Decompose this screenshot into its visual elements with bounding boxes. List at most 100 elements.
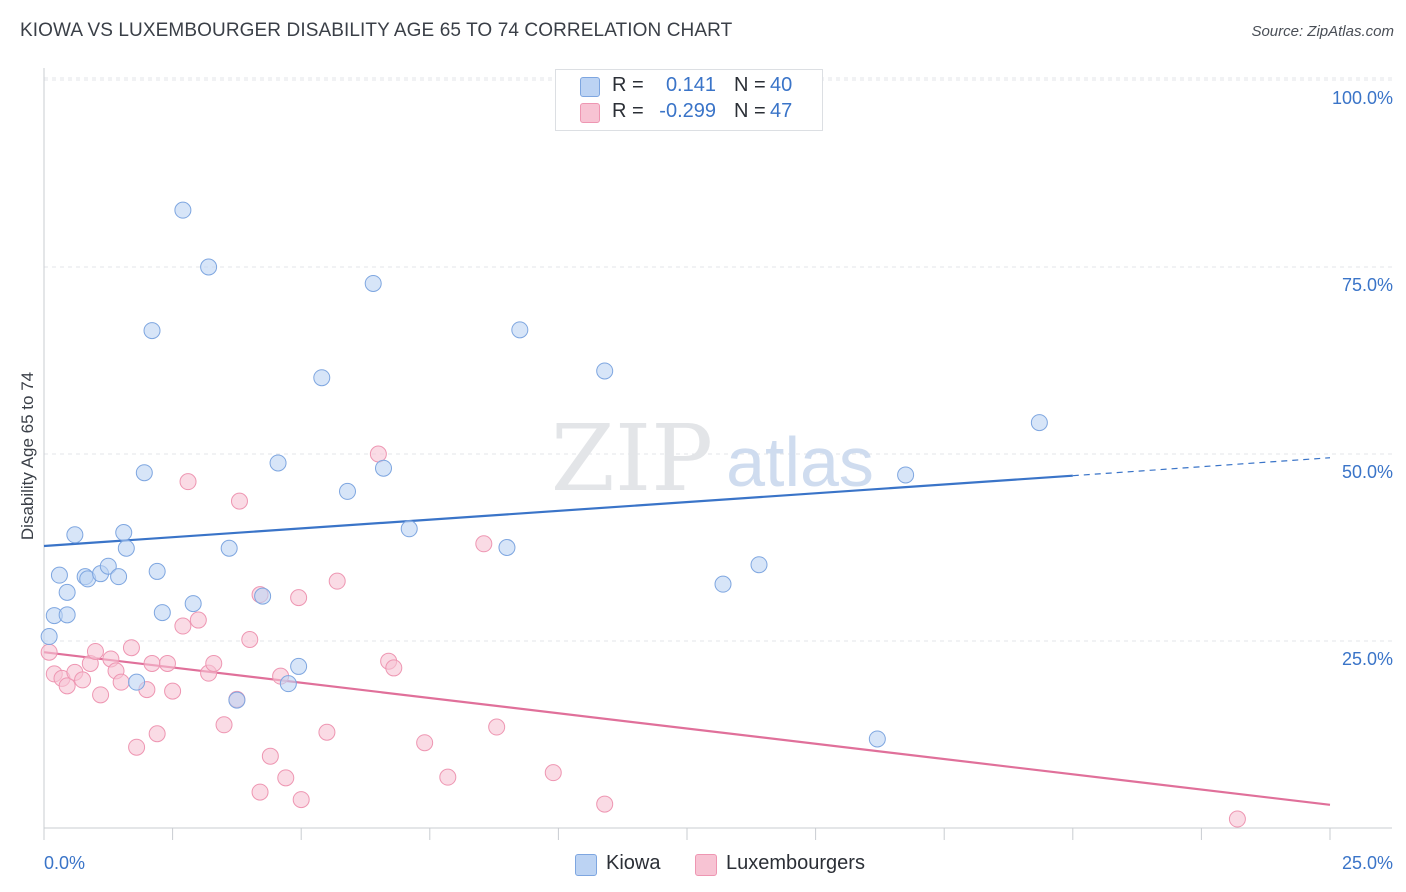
watermark: ZIP atlas [551,405,874,512]
kiowa-point [110,568,128,586]
stats-legend: R = 0.141 N = 40 R = -0.299 N = 47 [555,69,823,131]
kiowa-point [40,628,58,646]
kiowa-trend-line [43,474,1073,548]
luxembourger-point [112,673,130,691]
luxembourger-point [143,654,161,672]
kiowa-r-label: R = [612,74,644,96]
kiowa-point [58,606,76,624]
y-tick-label: 100.0% [1332,88,1393,108]
kiowa-r-value: 0.141 [665,74,716,96]
axis-layer [43,68,1392,840]
kiowa-point [375,459,393,477]
label-layer: 100.0% 75.0% 50.0% 25.0% 0.0% 25.0% Disability… [18,88,1393,873]
luxembourger-point [74,671,92,689]
luxembourger-point [596,795,614,813]
luxembourger-point [179,473,197,491]
legend-row-kiowa: R = 0.141 N = 40 [556,74,822,100]
luxembourger-legend-label: Luxembourgers [726,852,865,874]
luxembourger-point [205,654,223,672]
kiowa-point [148,562,166,580]
y-tick-label: 50.0% [1342,462,1393,482]
luxembourger-point [251,783,269,801]
kiowa-trend-extension [1072,457,1331,477]
x-tick-label-min: 0.0% [44,853,85,873]
grid-layer [44,77,1392,642]
kiowa-point [290,657,308,675]
kiowa-point [511,321,529,339]
luxembourger-point [261,747,279,765]
luxembourger-point [158,654,176,672]
luxembourger-point [164,682,182,700]
kiowa-n-label: N = [734,74,766,96]
kiowa-point [200,258,218,276]
luxembourger-point [1228,810,1246,828]
luxembourger-point [369,445,387,463]
luxembourger-trend-line [43,651,1331,806]
kiowa-point [364,274,382,292]
luxembourger-point [277,769,295,787]
kiowa-point [254,587,272,605]
points-layer [40,201,1246,828]
kiowa-point [868,730,886,748]
kiowa-point [184,595,202,613]
y-axis-label: Disability Age 65 to 74 [18,372,37,540]
kiowa-point [279,675,297,693]
kiowa-point [897,466,915,484]
luxembourger-point [189,611,207,629]
luxembourger-n-value: 47 [770,100,793,122]
kiowa-point [153,604,171,622]
luxembourger-swatch [580,103,600,123]
kiowa-legend-swatch [575,854,597,876]
luxembourger-r-label: R = [612,100,644,122]
kiowa-point [135,464,153,482]
luxembourger-n-label: N = [734,100,766,122]
watermark-zip: ZIP [551,405,713,512]
luxembourger-point [328,572,346,590]
kiowa-point [128,673,146,691]
kiowa-point [498,539,516,556]
kiowa-point [750,556,768,574]
luxembourger-point [318,723,336,741]
kiowa-point [50,566,68,584]
kiowa-point [1030,414,1048,432]
luxembourger-point [174,617,192,635]
kiowa-point [338,482,356,500]
luxembourger-point [40,643,58,661]
luxembourger-point [92,686,110,704]
kiowa-point [228,691,246,709]
kiowa-point [143,322,161,340]
luxembourger-point [215,716,233,734]
legend-row-luxembourger: R = -0.299 N = 47 [556,100,822,126]
kiowa-point [115,524,133,542]
luxembourger-point [122,639,140,657]
luxembourger-point [290,589,308,607]
y-tick-label: 75.0% [1342,275,1393,295]
luxembourger-point [128,738,146,756]
luxembourger-point [439,768,457,786]
luxembourger-point [488,718,506,736]
kiowa-point [117,539,135,557]
luxembourger-point [86,642,104,660]
kiowa-point [313,369,331,387]
y-tick-label: 25.0% [1342,649,1393,669]
kiowa-point [58,583,76,601]
chart-source: Source: ZipAtlas.com [1251,23,1394,40]
luxembourger-legend-swatch [695,854,717,876]
luxembourger-point [385,659,403,677]
kiowa-point [596,362,614,380]
luxembourger-point [58,677,76,695]
x-tick-label-max: 25.0% [1342,853,1393,873]
trend-layer [43,457,1331,806]
kiowa-point [220,539,238,557]
luxembourger-r-value: -0.299 [659,100,716,122]
luxembourger-point [230,492,248,510]
kiowa-legend-label: Kiowa [606,852,661,874]
luxembourger-point [148,725,166,743]
luxembourger-point [292,791,310,809]
luxembourger-point [475,535,493,553]
kiowa-point [400,520,418,538]
luxembourger-point [416,734,434,752]
kiowa-swatch [580,77,600,97]
chart-title: KIOWA VS LUXEMBOURGER DISABILITY AGE 65 … [20,20,733,41]
